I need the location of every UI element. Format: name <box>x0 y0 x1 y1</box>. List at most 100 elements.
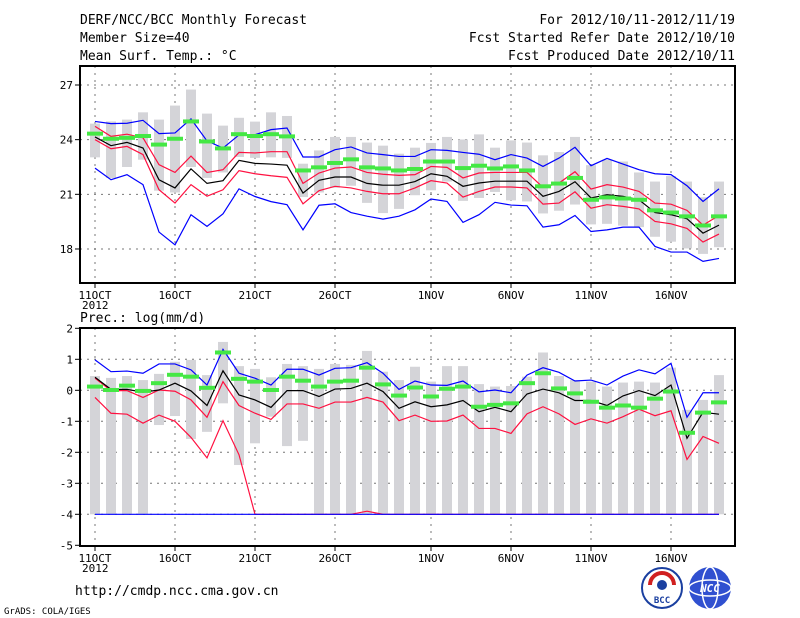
precip-x-tick-label: 11NOV <box>574 552 607 565</box>
temp-ensemble-range-bar <box>234 117 244 157</box>
precip-marker <box>663 389 679 394</box>
temp-ensemble-range-bar <box>378 145 388 214</box>
temp-x-tick-label: 16OCT <box>158 289 191 302</box>
temp-ensemble-range-bar <box>90 123 100 158</box>
precip-ensemble-range-bar <box>346 364 356 515</box>
precip-panel-label: Prec.: log(mm/d) <box>80 311 205 326</box>
precip-marker <box>87 384 103 389</box>
temp-ensemble-range-bar <box>714 181 724 248</box>
precip-marker <box>711 400 727 405</box>
temp-y-tick-label: 24 <box>60 134 74 147</box>
precip-marker <box>327 379 343 384</box>
precip-marker <box>279 374 295 379</box>
precip-ensemble-range-bar <box>314 368 324 515</box>
temp-marker <box>359 165 375 170</box>
precip-marker <box>151 381 167 386</box>
temperature-panel: 27 24 21 18 11OCT 16OCT 21OCT 26OCT 1NOV 6NOV 11NO… <box>60 65 736 312</box>
temp-x-tick-label: 6NOV <box>498 289 525 302</box>
precip-marker <box>263 387 279 392</box>
temp-ensemble-range-bar <box>618 161 628 226</box>
precip-ensemble-range-bar <box>618 382 628 515</box>
footer-url[interactable]: http://cmdp.ncc.cma.gov.cn <box>75 584 279 599</box>
bcc-logo: BCC <box>641 567 683 609</box>
temp-marker <box>535 184 551 189</box>
precip-ensemble-range-bar <box>90 376 100 515</box>
precip-x-tick-label: 16OCT <box>158 552 191 565</box>
precip-ensemble-range-bar <box>410 366 420 515</box>
temp-marker <box>375 166 391 171</box>
temp-marker <box>247 134 263 139</box>
precip-ensemble-range-bar <box>442 366 452 515</box>
temp-marker <box>295 168 311 173</box>
precip-ensemble-range-bar <box>250 368 260 444</box>
temp-marker <box>103 136 119 141</box>
precip-marker <box>103 387 119 392</box>
temp-year-label: 2012 <box>82 299 109 312</box>
precip-ensemble-range-bar <box>154 373 164 426</box>
temp-ensemble-range-bar <box>154 119 164 191</box>
precip-ensemble-range-bar <box>218 341 228 404</box>
grads-credit: GrADS: COLA/IGES <box>4 607 91 617</box>
precip-ensemble-range-bar <box>602 386 612 515</box>
temp-marker <box>631 197 647 202</box>
temp-marker <box>439 159 455 164</box>
precip-marker <box>695 410 711 415</box>
precip-marker <box>647 396 663 401</box>
precip-x-tick-label: 21OCT <box>238 552 271 565</box>
temp-marker <box>551 181 567 186</box>
precip-ensemble-range-bar <box>586 381 596 515</box>
temp-x-tick-label: 11NOV <box>574 289 607 302</box>
precip-ensemble-range-bar <box>698 399 708 515</box>
temp-marker <box>183 119 199 124</box>
temp-y-tick-label: 21 <box>60 188 73 201</box>
temp-ensemble-range-bar <box>250 121 260 158</box>
temp-x-tick-label: 21OCT <box>238 289 271 302</box>
temp-ensemble-range-bar <box>394 153 404 209</box>
temp-marker <box>455 166 471 171</box>
precip-ensemble-range-bar <box>522 376 532 515</box>
precip-ensemble-range-bar <box>570 380 580 515</box>
temp-ensemble-range-bar <box>506 140 516 201</box>
temp-upper-line <box>94 125 720 226</box>
precip-marker <box>503 401 519 406</box>
temp-ensemble-range-bar <box>554 152 564 211</box>
temp-marker <box>679 214 695 219</box>
forecast-start-date: Fcst Started Refer Date 2012/10/10 <box>469 31 735 46</box>
temp-marker <box>119 135 135 140</box>
temp-marker <box>519 168 535 173</box>
temp-ensemble-range-bar <box>202 113 212 178</box>
temp-marker <box>311 165 327 170</box>
precip-ensemble-range-bar <box>634 381 644 515</box>
precip-x-tick-label: 1NOV <box>418 552 445 565</box>
temp-ensemble-range-bar <box>186 89 196 167</box>
temp-max-line <box>94 118 720 203</box>
precip-marker <box>391 393 407 398</box>
precip-marker <box>167 372 183 377</box>
temp-marker <box>263 132 279 137</box>
precip-marker <box>231 376 247 381</box>
temp-marker <box>599 195 615 200</box>
precip-ensemble-range-bar <box>266 377 276 417</box>
temp-ensemble-range-bar <box>106 121 116 178</box>
temp-marker <box>279 134 295 139</box>
precip-marker <box>583 399 599 404</box>
precip-year-label: 2012 <box>82 562 109 575</box>
variable-label: Mean Surf. Temp.: °C <box>80 49 237 64</box>
precip-y-tick-label: -5 <box>60 539 73 552</box>
precip-y-tick-label: 1 <box>66 353 73 366</box>
temp-marker <box>231 132 247 137</box>
temp-marker <box>711 214 727 219</box>
temp-marker <box>135 134 151 139</box>
temp-ensemble-range-bar <box>442 136 452 182</box>
forecast-produced-date: Fcst Produced Date 2012/10/11 <box>508 49 735 64</box>
precip-upper-line <box>94 377 720 461</box>
temp-marker <box>391 168 407 173</box>
precip-ensemble-range-bar <box>650 382 660 515</box>
temp-ensemble-range-bar <box>410 147 420 196</box>
precip-marker <box>455 384 471 389</box>
precip-ensemble-range-bar <box>234 366 244 466</box>
temp-x-tick-label: 26OCT <box>318 289 351 302</box>
temp-marker <box>343 157 359 162</box>
temp-x-tick-label: 1NOV <box>418 289 445 302</box>
